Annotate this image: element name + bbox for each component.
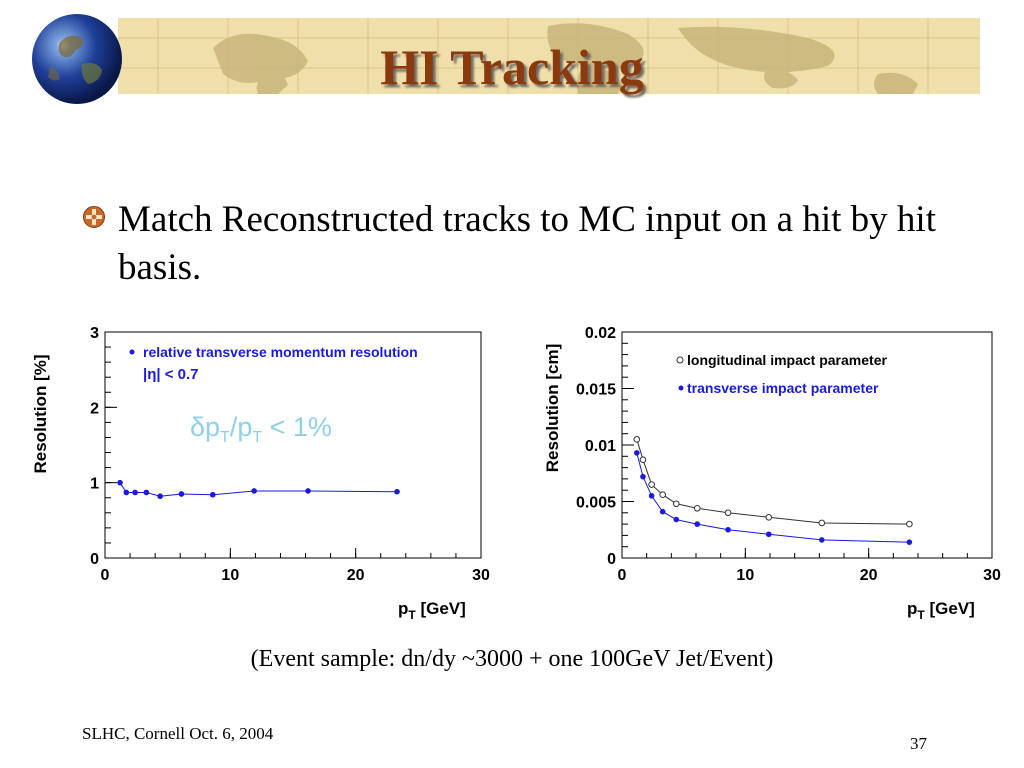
data-point bbox=[132, 489, 138, 496]
data-point bbox=[673, 516, 680, 523]
data-point bbox=[906, 520, 913, 528]
slide-title: HI Tracking bbox=[380, 39, 644, 95]
y-tick-label: 2 bbox=[90, 400, 99, 417]
data-point bbox=[157, 493, 163, 500]
page-number: 37 bbox=[910, 734, 927, 753]
legend-marker-open bbox=[676, 356, 684, 364]
resolution-annotation: δpT/pT < 1% bbox=[190, 412, 332, 446]
x-tick-label: 20 bbox=[347, 567, 365, 584]
annotation-sub1: T bbox=[220, 429, 230, 446]
legend-label-transverse: transverse impact parameter bbox=[687, 380, 879, 396]
data-point bbox=[648, 493, 655, 499]
data-point bbox=[818, 519, 826, 527]
x-tick-label: 10 bbox=[221, 567, 239, 584]
series-line bbox=[636, 452, 910, 543]
data-point bbox=[640, 473, 646, 480]
data-point bbox=[634, 450, 640, 456]
header-banner bbox=[118, 18, 980, 94]
x-axis-title-sub: T bbox=[917, 608, 925, 622]
y-tick-label: 0.01 bbox=[585, 438, 616, 455]
legend-eta-cut: |η| < 0.7 bbox=[143, 366, 199, 383]
data-point bbox=[123, 489, 130, 496]
globe-icon bbox=[32, 14, 122, 104]
y-tick-label: 3 bbox=[90, 325, 99, 342]
data-point bbox=[765, 514, 773, 521]
x-axis-title-main: p bbox=[907, 599, 917, 618]
annotation-sub2: T bbox=[252, 429, 262, 446]
legend-marker bbox=[129, 349, 135, 355]
data-point bbox=[639, 456, 647, 463]
x-axis-title: pT [GeV] bbox=[398, 599, 466, 622]
caption: (Event sample: dn/dy ~3000 + one 100GeV … bbox=[250, 646, 774, 672]
data-point bbox=[117, 479, 123, 486]
data-point bbox=[659, 491, 666, 499]
annotation-end: < 1% bbox=[262, 412, 332, 442]
data-point bbox=[819, 537, 825, 543]
chart-pt-resolution: Resolution [%] pT [GeV] relative transve… bbox=[31, 325, 490, 622]
y-tick-label: 0.015 bbox=[576, 382, 616, 399]
y-tick-label: 0.005 bbox=[576, 495, 616, 512]
data-point bbox=[251, 488, 257, 494]
x-axis-title-main: p bbox=[398, 599, 408, 618]
data-point bbox=[765, 531, 772, 538]
bullet-icon bbox=[83, 206, 105, 228]
y-axis-title: Resolution [%] bbox=[31, 355, 50, 474]
y-tick-label: 0 bbox=[90, 551, 99, 568]
plot-frame bbox=[104, 331, 482, 559]
data-point bbox=[694, 521, 701, 527]
x-tick-label: 0 bbox=[101, 567, 110, 584]
data-point bbox=[693, 504, 701, 512]
chart-impact-parameter-resolution: Resolution [cm] pT [GeV] longitudinal im… bbox=[543, 325, 1001, 622]
y-tick-label: 1 bbox=[90, 476, 99, 493]
annotation-mid: /p bbox=[230, 412, 253, 442]
y-tick-label: 0 bbox=[607, 551, 616, 568]
legend-label: relative transverse momentum resolution bbox=[143, 344, 418, 360]
data-point bbox=[724, 509, 732, 517]
data-point bbox=[648, 481, 655, 488]
data-point bbox=[659, 508, 666, 515]
y-tick-label: 0.02 bbox=[585, 325, 616, 342]
legend-label-longitudinal: longitudinal impact parameter bbox=[687, 352, 887, 368]
annotation-main: δp bbox=[190, 412, 220, 442]
data-point bbox=[178, 491, 185, 497]
x-axis-title-unit: [GeV] bbox=[416, 599, 466, 618]
data-point bbox=[633, 436, 641, 443]
data-point bbox=[672, 500, 680, 508]
series-line bbox=[636, 439, 910, 525]
legend-marker-filled bbox=[678, 385, 684, 391]
x-axis-title-unit: [GeV] bbox=[925, 599, 975, 618]
data-point bbox=[725, 526, 731, 533]
x-tick-label: 30 bbox=[983, 567, 1001, 584]
x-tick-label: 30 bbox=[472, 567, 490, 584]
data-point bbox=[209, 491, 216, 498]
x-tick-label: 10 bbox=[736, 567, 754, 584]
series-line bbox=[119, 482, 398, 497]
data-point bbox=[305, 488, 311, 494]
data-point bbox=[143, 489, 150, 496]
x-tick-label: 0 bbox=[618, 567, 627, 584]
x-axis-title: pT [GeV] bbox=[907, 599, 975, 622]
x-tick-label: 20 bbox=[860, 567, 878, 584]
footer-left: SLHC, Cornell Oct. 6, 2004 bbox=[82, 724, 274, 743]
data-point bbox=[906, 539, 913, 545]
bullet-text: Match Reconstructed tracks to MC input o… bbox=[118, 199, 936, 288]
y-axis-title: Resolution [cm] bbox=[543, 344, 562, 472]
data-point bbox=[394, 488, 400, 495]
x-axis-title-sub: T bbox=[408, 608, 416, 622]
